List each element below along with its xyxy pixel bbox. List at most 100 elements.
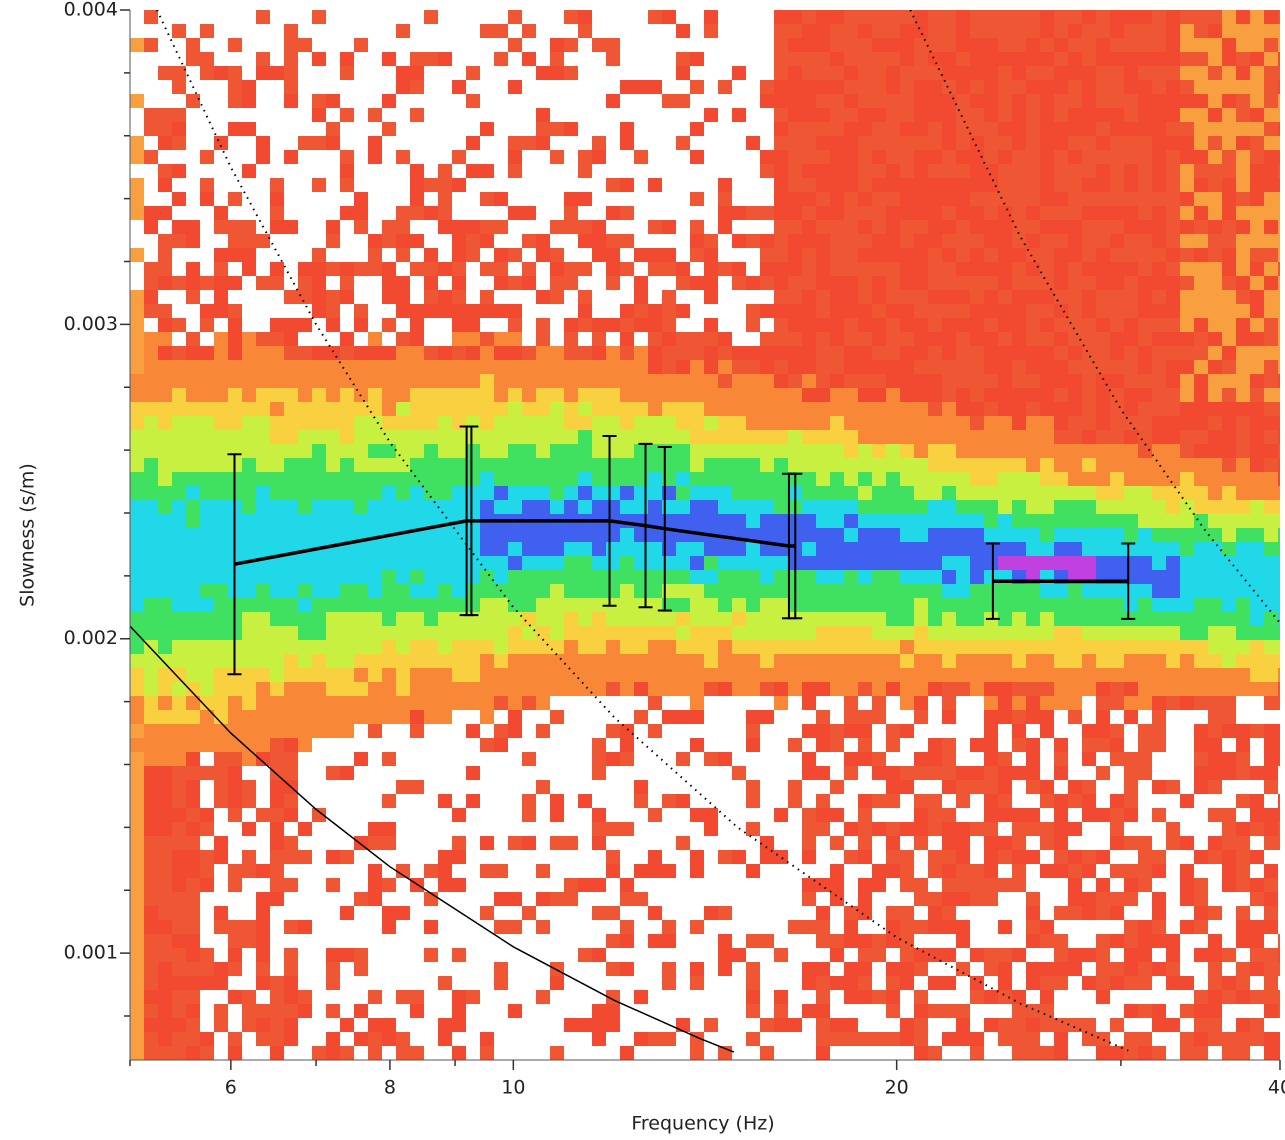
heat-cell bbox=[452, 962, 467, 977]
heat-cell bbox=[242, 570, 257, 585]
heat-cell bbox=[900, 948, 915, 963]
heat-cell bbox=[396, 430, 411, 445]
heat-cell bbox=[592, 94, 607, 109]
heat-cell bbox=[186, 780, 201, 795]
heat-cell bbox=[942, 990, 957, 1005]
heat-cell bbox=[522, 164, 537, 179]
heat-cell bbox=[788, 710, 803, 725]
heat-cell bbox=[242, 1032, 257, 1047]
heat-cell bbox=[998, 668, 1013, 683]
heat-cell bbox=[1026, 542, 1041, 557]
heat-cell bbox=[914, 444, 929, 459]
heat-cell bbox=[382, 444, 397, 459]
heat-cell bbox=[242, 332, 257, 347]
heat-cell bbox=[536, 136, 551, 151]
heat-cell bbox=[942, 654, 957, 669]
heat-cell bbox=[1026, 598, 1041, 613]
heat-cell bbox=[620, 864, 635, 879]
heat-cell bbox=[830, 10, 845, 25]
heat-cell bbox=[914, 122, 929, 137]
heat-cell bbox=[634, 1004, 649, 1019]
heat-cell bbox=[522, 724, 537, 739]
heat-cell bbox=[1012, 10, 1027, 25]
heat-cell bbox=[732, 794, 747, 809]
heat-cell bbox=[914, 990, 929, 1005]
heat-cell bbox=[326, 486, 341, 501]
heat-cell bbox=[732, 710, 747, 725]
heat-cell bbox=[172, 360, 187, 375]
heat-cell bbox=[816, 528, 831, 543]
heat-cell bbox=[340, 486, 355, 501]
heat-cell bbox=[802, 206, 817, 221]
heat-cell bbox=[228, 976, 243, 991]
heat-cell bbox=[564, 724, 579, 739]
heat-cell bbox=[564, 234, 579, 249]
heat-cell bbox=[774, 388, 789, 403]
heat-cell bbox=[830, 332, 845, 347]
heat-cell bbox=[956, 696, 971, 711]
heat-cell bbox=[872, 472, 887, 487]
heat-cell bbox=[144, 374, 159, 389]
heat-cell bbox=[522, 780, 537, 795]
heat-cell bbox=[956, 318, 971, 333]
heat-cell bbox=[158, 1004, 173, 1019]
heat-cell bbox=[606, 192, 621, 207]
heat-cell bbox=[788, 66, 803, 81]
heat-cell bbox=[816, 864, 831, 879]
heat-cell bbox=[760, 164, 775, 179]
heat-cell bbox=[676, 934, 691, 949]
heat-cell bbox=[256, 626, 271, 641]
heat-cell bbox=[396, 374, 411, 389]
heat-cell bbox=[354, 514, 369, 529]
heat-cell bbox=[942, 892, 957, 907]
heat-cell bbox=[298, 612, 313, 627]
heat-cell bbox=[242, 906, 257, 921]
heat-cell bbox=[214, 66, 229, 81]
heat-cell bbox=[536, 864, 551, 879]
heat-cell bbox=[1040, 136, 1055, 151]
heat-cell bbox=[410, 472, 425, 487]
heat-cell bbox=[536, 220, 551, 235]
heat-cell bbox=[942, 178, 957, 193]
heat-cell bbox=[466, 1032, 481, 1047]
heat-cell bbox=[186, 598, 201, 613]
heat-cell bbox=[886, 220, 901, 235]
heat-cell bbox=[130, 94, 145, 109]
heat-cell bbox=[354, 66, 369, 81]
heat-cell bbox=[256, 850, 271, 865]
heat-cell bbox=[242, 962, 257, 977]
heat-cell bbox=[844, 234, 859, 249]
heat-cell bbox=[662, 234, 677, 249]
heat-cell bbox=[480, 122, 495, 137]
heat-cell bbox=[242, 920, 257, 935]
heat-cell bbox=[172, 444, 187, 459]
heat-cell bbox=[480, 626, 495, 641]
heat-cell bbox=[676, 822, 691, 837]
heat-cell bbox=[508, 374, 523, 389]
heat-cell bbox=[312, 430, 327, 445]
heat-cell bbox=[158, 1032, 173, 1047]
heat-cell bbox=[872, 976, 887, 991]
heat-cell bbox=[732, 220, 747, 235]
heat-cell bbox=[214, 962, 229, 977]
heat-cell bbox=[536, 500, 551, 515]
heat-cell bbox=[1040, 752, 1055, 767]
heat-cell bbox=[284, 738, 299, 753]
heat-cell bbox=[1026, 710, 1041, 725]
heat-cell bbox=[438, 66, 453, 81]
heat-cell bbox=[382, 906, 397, 921]
heat-cell bbox=[914, 318, 929, 333]
heat-cell bbox=[606, 500, 621, 515]
heat-cell bbox=[480, 430, 495, 445]
heat-cell bbox=[410, 920, 425, 935]
heat-cell bbox=[662, 1004, 677, 1019]
heat-cell bbox=[452, 458, 467, 473]
heat-cell bbox=[550, 682, 565, 697]
heat-cell bbox=[494, 724, 509, 739]
heat-cell bbox=[354, 178, 369, 193]
heat-cell bbox=[494, 766, 509, 781]
heat-cell bbox=[452, 920, 467, 935]
heat-cell bbox=[830, 1046, 845, 1061]
heat-cell bbox=[634, 290, 649, 305]
heat-cell bbox=[256, 976, 271, 991]
